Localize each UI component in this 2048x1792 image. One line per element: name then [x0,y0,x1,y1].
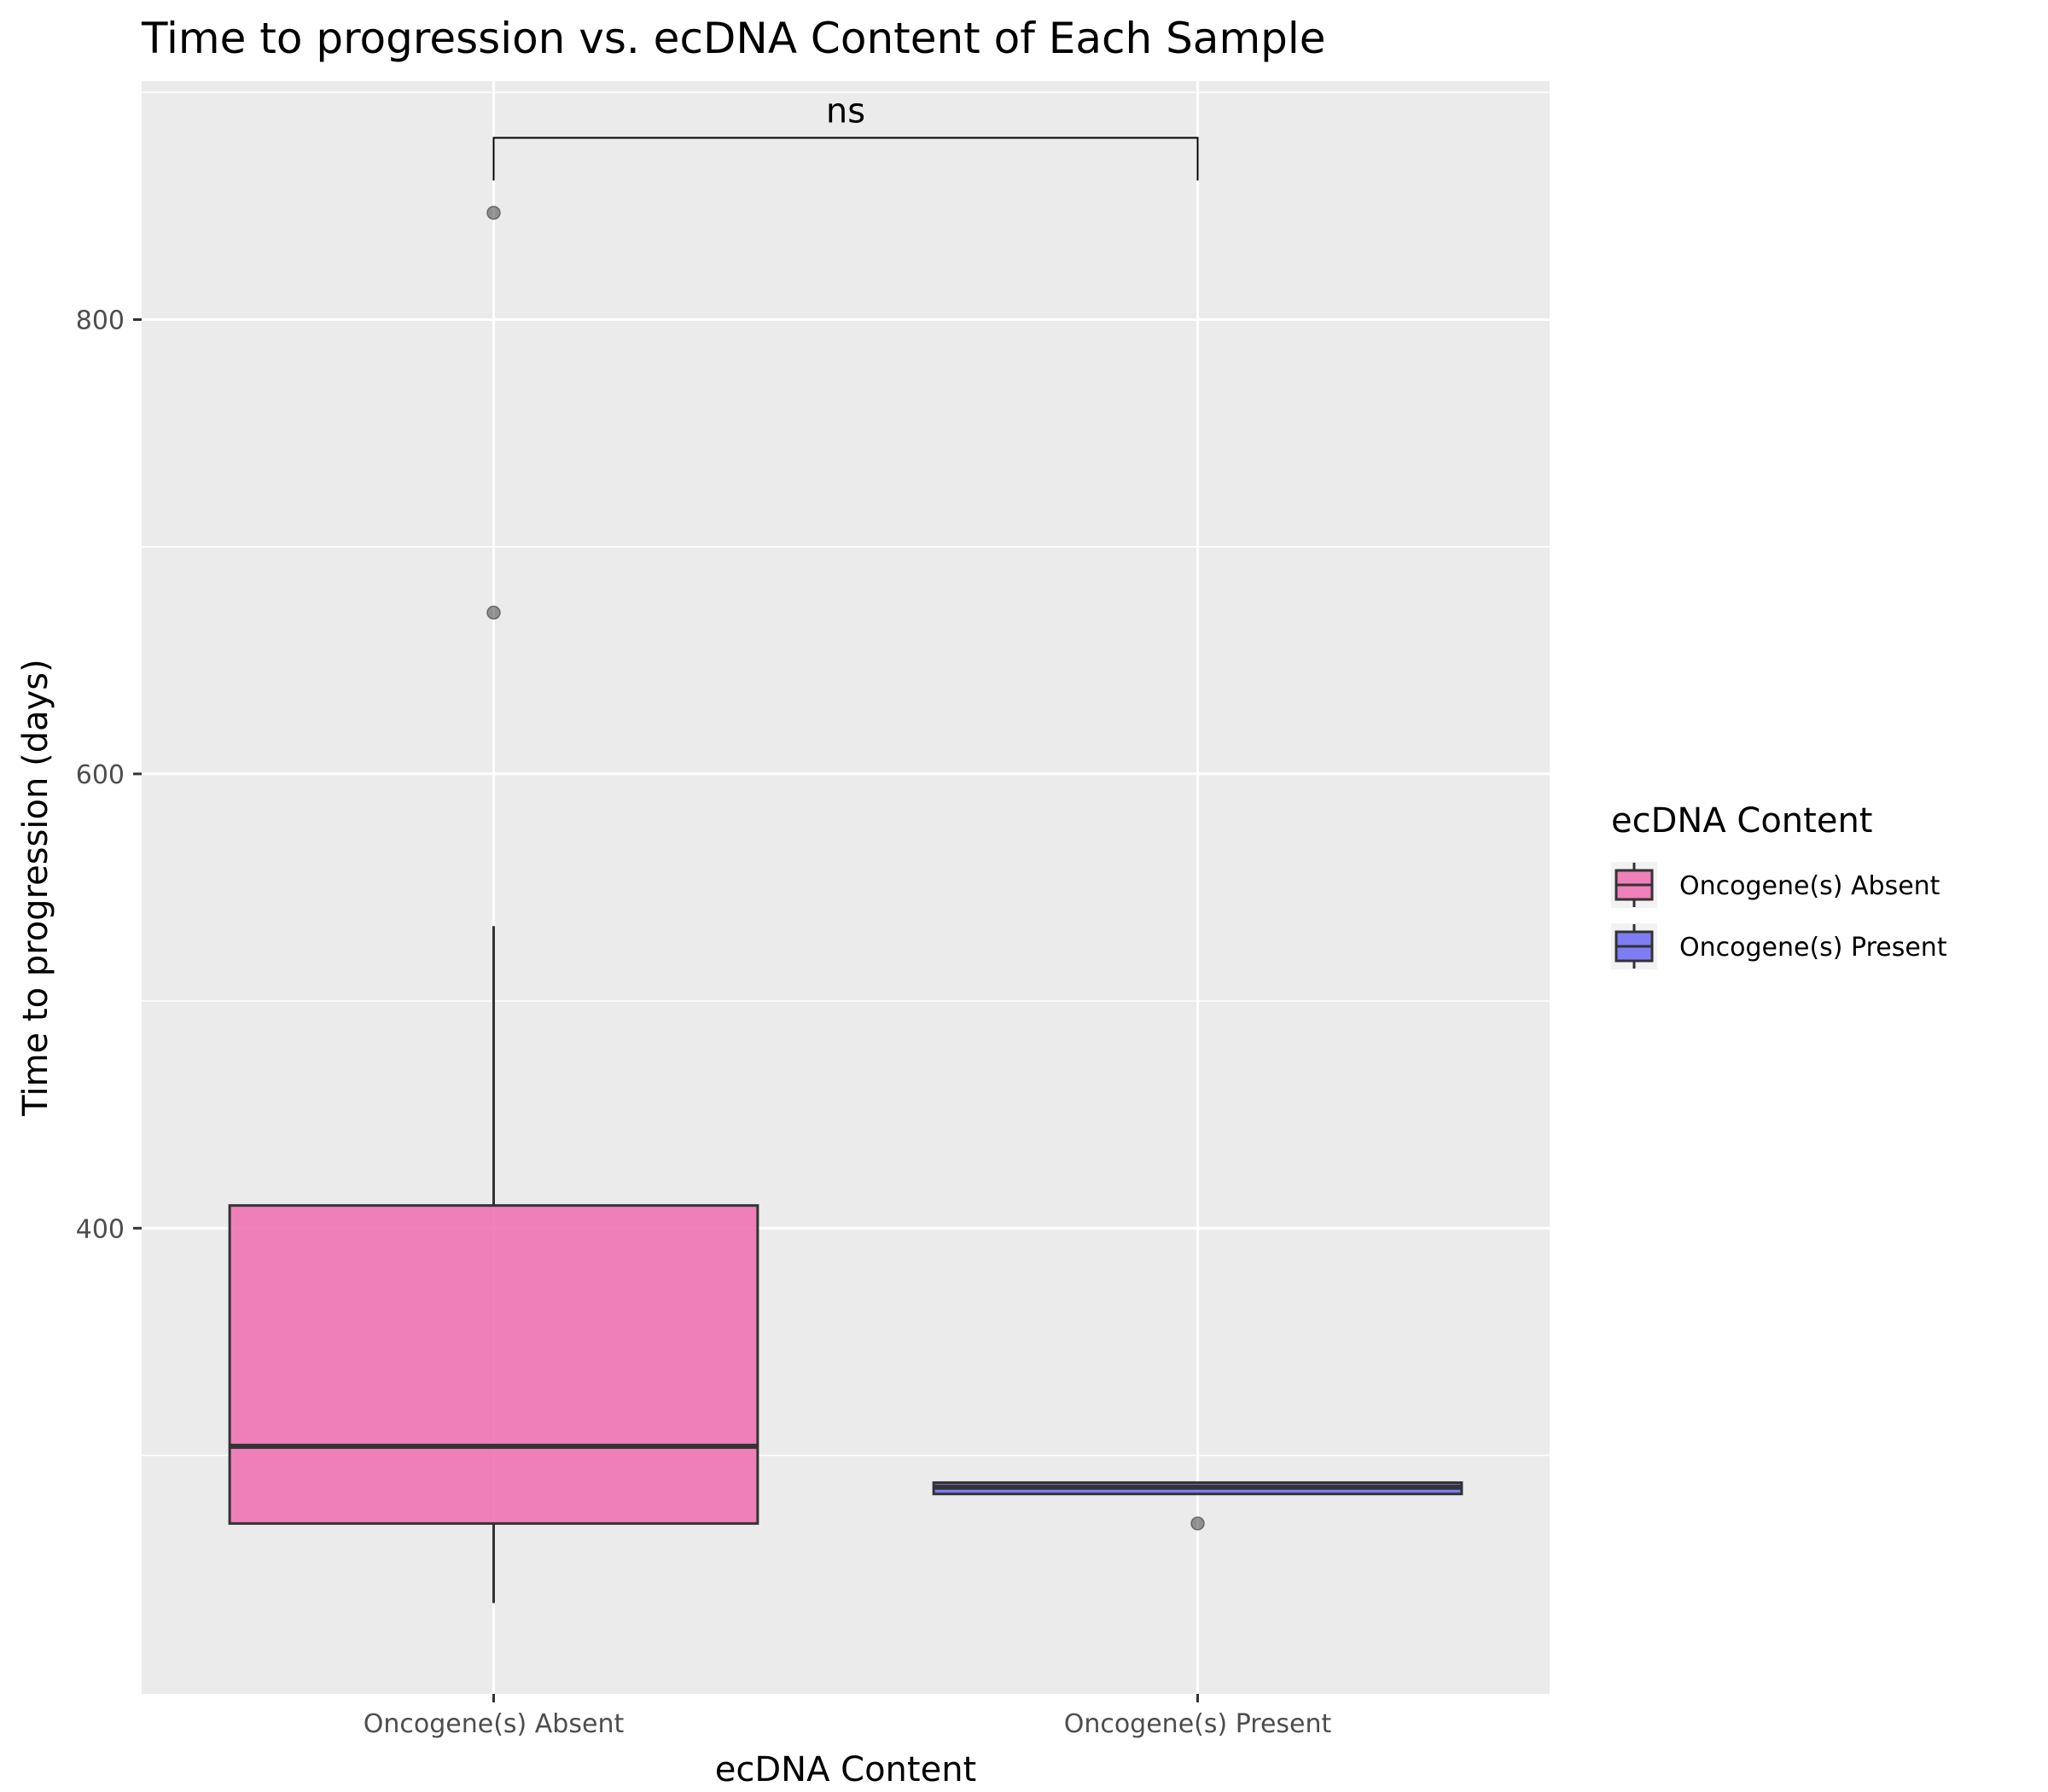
box-group [228,206,759,1603]
box-iqr [228,1204,759,1525]
legend: ecDNA Content Oncogene(s) Absent Oncogene… [1611,801,1947,969]
significance-bracket [492,137,1199,181]
chart-title: Time to progression vs. ecDNA Content of… [141,14,1326,63]
y-axis-title: Time to progression (days) [16,659,55,1116]
outlier-point [486,605,501,620]
legend-item: Oncogene(s) Present [1611,923,1947,969]
outlier-point [486,206,501,220]
box-series [228,206,1463,1603]
significance-label: ns [826,92,865,131]
y-tick-label: 400 [76,1214,125,1244]
x-tick-label: Oncogene(s) Present [1064,1709,1332,1739]
legend-item: Oncogene(s) Absent [1611,862,1940,908]
outlier-point [1190,1516,1205,1531]
legend-title: ecDNA Content [1611,801,1872,841]
legend-item-label: Oncogene(s) Present [1679,933,1947,963]
grid-lines [142,81,1550,1694]
box-group [932,1481,1463,1531]
y-tick-label: 600 [76,760,125,790]
axes: 400 600 800 Oncogene(s) Absent Oncogene(s) P… [76,306,1332,1739]
x-axis-title: ecDNA Content [715,1750,976,1789]
y-tick-label: 800 [76,306,125,336]
legend-item-label: Oncogene(s) Absent [1679,871,1940,901]
x-tick-label: Oncogene(s) Absent [364,1709,625,1739]
significance-annotations: ns [492,92,1199,181]
